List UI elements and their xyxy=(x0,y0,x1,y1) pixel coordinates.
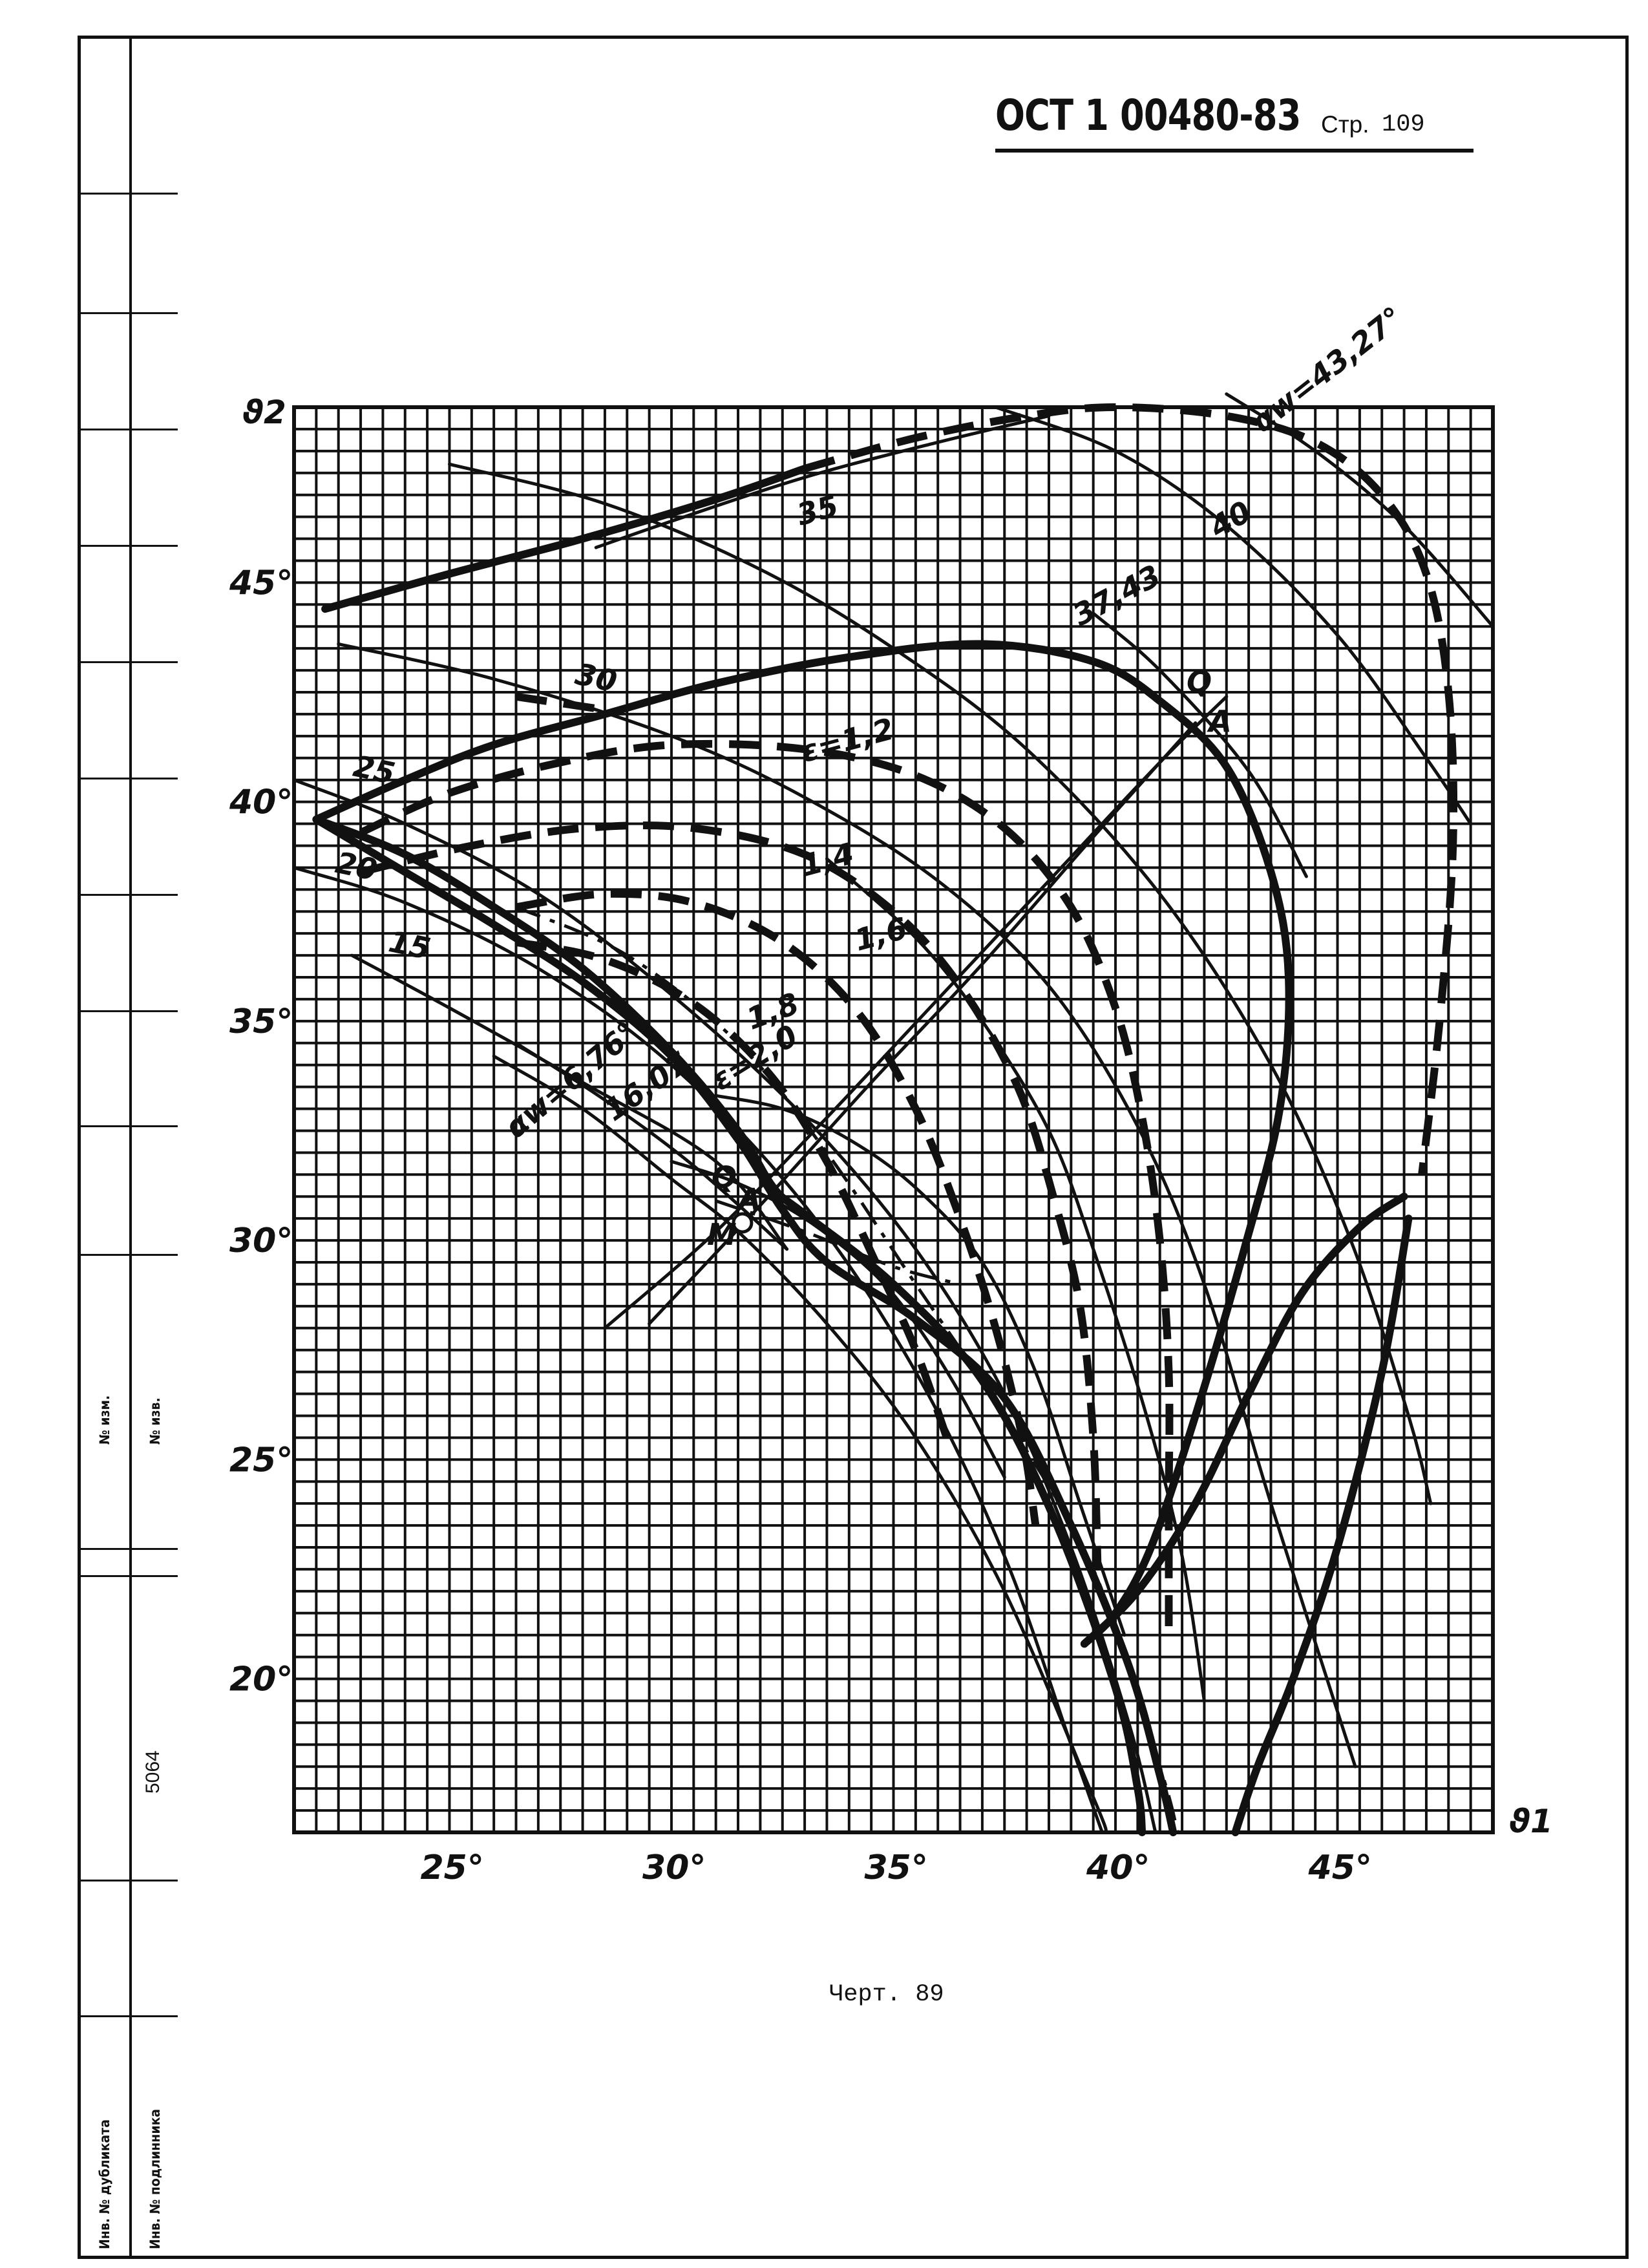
curve-annotation: αw=6,76° xyxy=(498,1015,644,1145)
strip-divider xyxy=(78,429,178,430)
series-line-26 xyxy=(515,889,1040,1527)
document-header: ОСТ 1 00480-83 Стр. 109 xyxy=(995,90,1474,153)
series-line-24 xyxy=(359,739,1174,1635)
curve-annotation: 15 xyxy=(386,924,434,966)
strip-divider xyxy=(78,778,178,779)
strip-divider xyxy=(78,38,80,2259)
chart-series xyxy=(292,392,1495,1836)
document-code: ОСТ 1 00480-83 xyxy=(995,90,1301,140)
strip-divider xyxy=(78,1548,178,1550)
curve-annotation: αw=43,27° xyxy=(1245,300,1410,440)
series-line-6 xyxy=(1092,611,1308,878)
series-line-3 xyxy=(337,642,1357,1768)
strip-divider xyxy=(78,2015,178,2017)
y-tick-label: 35° xyxy=(229,1002,293,1041)
strip-divider xyxy=(78,661,178,663)
side-strip: № изм. № изв. 5064 Инв. № дубликата Инв.… xyxy=(78,36,178,2259)
x-tick-label: 40° xyxy=(1086,1849,1150,1887)
series-line-28 xyxy=(515,906,1179,1833)
y-tick-label: 25° xyxy=(229,1441,293,1479)
x-tick-label: 30° xyxy=(642,1849,706,1887)
strip-divider xyxy=(78,312,178,314)
series-line-9 xyxy=(492,1054,1108,1834)
series-line-19 xyxy=(312,815,1146,1836)
series-line-21 xyxy=(1231,1214,1413,1836)
y-axis-label: ϑ2 xyxy=(242,394,286,431)
strip-divider xyxy=(78,894,178,896)
series-line-22 xyxy=(803,403,1458,1175)
curve-annotation: M xyxy=(707,1217,737,1252)
figure-caption: Черт. 89 xyxy=(829,1981,944,2008)
series-line-8 xyxy=(514,1041,789,1251)
curve-annotation: 25 xyxy=(350,748,398,791)
series-line-20 xyxy=(1080,1192,1408,1648)
curve-annotation: A xyxy=(1207,704,1232,739)
curve-annotation: 1,6 xyxy=(850,911,911,958)
curve-annotation: A xyxy=(736,1182,761,1217)
marker-m xyxy=(732,1212,754,1234)
strip-divider xyxy=(78,193,178,195)
strip-divider xyxy=(78,1880,178,1881)
curve-annotation: Q xyxy=(1187,664,1212,699)
curve-annotation: 20 xyxy=(333,845,381,887)
strip-divider xyxy=(78,1254,178,1256)
chart-markers xyxy=(732,1212,754,1234)
series-line-15 xyxy=(825,857,1206,1702)
series-line-5 xyxy=(994,405,1473,825)
series-line-7 xyxy=(1225,392,1495,628)
series-line-25 xyxy=(359,821,1102,1570)
series-line-10 xyxy=(594,414,1051,549)
x-tick-label: 25° xyxy=(420,1849,483,1887)
y-tick-label: 45° xyxy=(229,564,293,602)
series-line-1 xyxy=(292,865,1104,1834)
strip-divider xyxy=(78,1010,178,1012)
figure-caption-text: Черт. 89 xyxy=(829,1981,944,2008)
series-line-13 xyxy=(670,1160,1006,1479)
curve-annotation: Q xyxy=(712,1160,737,1195)
strip-divider xyxy=(78,545,178,547)
page-number: 109 xyxy=(1382,111,1425,138)
page-label: Стр. xyxy=(1321,111,1369,138)
y-tick-label: 30° xyxy=(229,1222,293,1260)
series-line-29 xyxy=(715,1199,961,1286)
x-axis-label: ϑ1 xyxy=(1509,1803,1553,1840)
series-line-4 xyxy=(448,462,1433,1505)
y-tick-label: 20° xyxy=(229,1660,293,1699)
strip-divider xyxy=(78,1575,178,1577)
x-tick-label: 45° xyxy=(1308,1849,1372,1887)
strip-divider xyxy=(129,36,132,2259)
y-tick-label: 40° xyxy=(229,783,293,822)
series-line-23 xyxy=(515,692,606,714)
chart-ticks: 25° 30° 35° 40° 45° 20° 25° 30° 35° 40° 45° xyxy=(229,564,1372,1887)
x-tick-label: 35° xyxy=(865,1849,928,1887)
series-line-17 xyxy=(312,640,1293,1648)
strip-divider xyxy=(78,1125,178,1127)
series-line-16 xyxy=(321,465,809,613)
curve-annotation: 30 xyxy=(573,656,620,699)
